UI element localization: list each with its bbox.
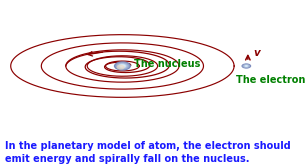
Text: The nucleus: The nucleus bbox=[134, 59, 200, 69]
Circle shape bbox=[244, 65, 248, 67]
Circle shape bbox=[241, 63, 251, 69]
Circle shape bbox=[121, 65, 124, 67]
Circle shape bbox=[245, 65, 248, 67]
Circle shape bbox=[115, 62, 129, 70]
Circle shape bbox=[114, 61, 131, 71]
Text: v: v bbox=[253, 48, 260, 58]
Circle shape bbox=[118, 64, 126, 68]
Text: The electron: The electron bbox=[236, 75, 305, 85]
Circle shape bbox=[117, 65, 124, 69]
Circle shape bbox=[117, 63, 128, 69]
Text: In the planetary model of atom, the electron should
emit energy and spirally fal: In the planetary model of atom, the elec… bbox=[5, 141, 290, 164]
Circle shape bbox=[120, 65, 125, 67]
Circle shape bbox=[243, 64, 249, 68]
Circle shape bbox=[242, 64, 250, 68]
